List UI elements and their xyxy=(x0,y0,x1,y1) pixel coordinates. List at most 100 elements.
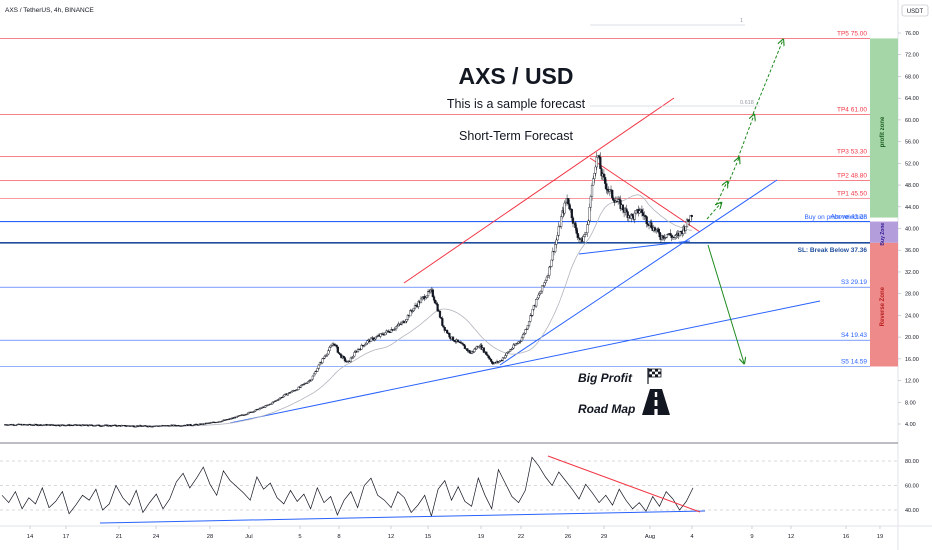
forecast-label: Short-Term Forecast xyxy=(459,129,573,143)
candle xyxy=(544,279,547,285)
candle xyxy=(317,364,320,370)
candle xyxy=(599,152,602,169)
price-tick-label: 72.00 xyxy=(905,53,919,59)
candle xyxy=(270,403,273,405)
candle xyxy=(349,356,352,363)
candle xyxy=(657,227,660,234)
candle xyxy=(352,354,355,359)
candle xyxy=(379,333,382,339)
candle xyxy=(37,424,40,427)
candle xyxy=(612,195,615,202)
price-tick-label: 16.00 xyxy=(905,357,919,363)
candle xyxy=(342,355,345,360)
candle xyxy=(337,352,341,355)
time-tick-label: 9 xyxy=(750,534,753,540)
fib-1-label: 1 xyxy=(740,18,743,24)
candle xyxy=(221,420,224,422)
candle xyxy=(441,316,444,327)
candle xyxy=(328,345,331,353)
candle xyxy=(97,424,101,427)
candle xyxy=(290,391,293,393)
currency-badge[interactable]: USDT xyxy=(901,4,929,17)
candle xyxy=(606,188,609,195)
candle xyxy=(445,329,449,334)
buy-zone-band xyxy=(870,221,898,243)
road-icon xyxy=(642,389,670,415)
candle xyxy=(462,344,465,346)
candle xyxy=(421,296,424,301)
level-label: TP3 53.30 xyxy=(837,148,867,155)
candle xyxy=(393,326,396,331)
candle xyxy=(554,241,557,254)
candle xyxy=(662,235,665,241)
candle xyxy=(689,215,692,222)
forecast-subtitle: This is a sample forecast xyxy=(447,97,586,111)
candle xyxy=(282,395,285,399)
price-tick-label: 36.00 xyxy=(905,248,919,254)
candle xyxy=(114,424,117,427)
candle xyxy=(586,221,589,237)
candle xyxy=(399,321,402,325)
candle xyxy=(336,346,339,353)
candle xyxy=(516,342,519,345)
chart-title: AXS / USD xyxy=(458,63,573,89)
price-tick-label: 64.00 xyxy=(905,96,919,102)
candle xyxy=(520,335,524,342)
candle xyxy=(375,334,379,338)
candle xyxy=(374,336,377,341)
candle xyxy=(589,194,592,212)
price-tick-label: 48.00 xyxy=(905,183,919,189)
candle xyxy=(57,424,60,426)
candle xyxy=(310,378,313,382)
candle xyxy=(548,265,551,279)
currency-label: USDT xyxy=(907,9,924,15)
candle xyxy=(638,207,641,214)
candle xyxy=(650,219,653,229)
candle xyxy=(286,393,290,397)
candle xyxy=(670,234,673,242)
resistance-channel-line xyxy=(403,97,675,284)
candle xyxy=(323,354,326,360)
candle xyxy=(442,325,445,328)
candle xyxy=(283,394,286,397)
triangle-upper-line xyxy=(589,157,701,233)
candle xyxy=(431,287,434,298)
candle xyxy=(246,413,249,415)
candle xyxy=(500,359,503,361)
candle xyxy=(253,410,256,413)
candle xyxy=(518,341,521,344)
price-tick-label: 8.00 xyxy=(905,400,916,406)
time-tick-label: 24 xyxy=(153,534,160,540)
candle xyxy=(220,420,223,423)
candle xyxy=(538,291,541,297)
candle xyxy=(560,214,563,230)
candle xyxy=(189,423,192,426)
triangle-base-line xyxy=(578,240,691,255)
level-label: TP1 45.50 xyxy=(837,191,867,198)
candle xyxy=(108,424,111,427)
candle xyxy=(587,219,590,226)
time-axis: 14 17 21 24 28 Jul 5 8 12 15 19 22 26 29 Aug 4 9 12 16 19 xyxy=(27,526,883,540)
candle xyxy=(603,174,607,189)
time-tick-label: 17 xyxy=(63,534,69,540)
price-tick-label: 28.00 xyxy=(905,292,919,298)
candle xyxy=(406,313,409,321)
candle xyxy=(527,321,531,328)
candle xyxy=(474,347,477,350)
candle xyxy=(387,329,390,333)
oscillator-resistance-line xyxy=(547,455,701,513)
candle xyxy=(558,224,562,228)
candle xyxy=(512,342,515,350)
price-levels: TP5 75.00 TP4 61.00 TP3 53.30 TP2 48.80 TP1 … xyxy=(0,30,870,367)
trend-lines: 1 0.618 xyxy=(229,18,821,424)
candle xyxy=(593,172,596,184)
candle xyxy=(296,389,299,391)
candle xyxy=(556,231,559,241)
candle xyxy=(644,214,647,219)
candle xyxy=(498,360,501,363)
candle xyxy=(293,390,297,392)
candle xyxy=(631,213,634,219)
candle xyxy=(567,198,570,205)
candle xyxy=(561,206,564,219)
candle xyxy=(653,226,657,233)
